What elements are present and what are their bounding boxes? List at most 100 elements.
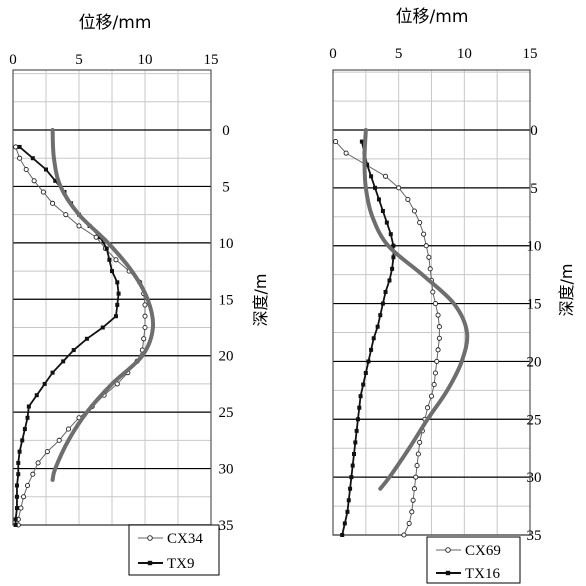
data-point-cx34: [76, 223, 82, 229]
data-point-cx69: [430, 289, 436, 295]
legend-tx16-marker: [445, 570, 451, 576]
data-point-cx34: [142, 302, 148, 308]
data-point-tx9: [115, 280, 120, 285]
y-tick-label: 35: [219, 518, 234, 534]
data-point-tx16: [346, 498, 351, 503]
data-point-tx16: [342, 521, 347, 526]
data-point-tx16: [391, 255, 396, 260]
data-point-tx16: [361, 382, 366, 387]
data-point-cx69: [431, 382, 437, 388]
data-point-tx16: [391, 243, 396, 248]
y-tick-label: 10: [527, 239, 542, 255]
plot-frame: [12, 69, 212, 526]
legend-cx34-marker: [147, 535, 153, 541]
data-point-tx16: [369, 174, 374, 179]
data-point-cx69: [411, 486, 417, 492]
data-point-cx34: [65, 426, 71, 432]
legend-cx69-marker: [445, 547, 451, 553]
data-point-cx69: [436, 324, 442, 330]
data-point-cx69: [343, 150, 349, 156]
data-point-cx69: [423, 243, 429, 249]
data-point-cx69: [414, 463, 420, 469]
data-point-tx9: [110, 269, 114, 274]
data-point-tx16: [373, 185, 378, 190]
data-point-tx16: [355, 417, 360, 422]
data-point-cx69: [434, 358, 440, 364]
data-point-cx34: [23, 166, 29, 173]
y-tick-label: 0: [530, 123, 538, 139]
data-point-tx16: [383, 290, 388, 294]
data-point-tx9: [34, 393, 39, 398]
data-point-tx16: [387, 278, 392, 283]
data-point-tx9: [50, 370, 55, 375]
data-point-tx16: [378, 313, 383, 318]
y-axis-title: 深度/m: [251, 274, 270, 327]
data-point-cx34: [35, 460, 41, 466]
data-point-cx69: [435, 312, 441, 318]
legend-tx9-marker: [147, 560, 153, 566]
y-tick-label: 35: [527, 528, 542, 544]
data-point-tx9: [16, 472, 21, 477]
data-point-tx16: [375, 324, 380, 329]
data-point-cx34: [21, 494, 27, 500]
data-point-tx16: [345, 509, 350, 514]
y-tick-label: 10: [219, 236, 234, 252]
data-point-tx9: [22, 427, 27, 432]
y-tick-label: 0: [222, 123, 230, 139]
data-point-tx16: [358, 394, 363, 399]
data-point-tx9: [115, 302, 120, 307]
data-point-tx16: [384, 220, 389, 225]
data-point-tx9: [71, 348, 76, 353]
data-point-tx9: [14, 506, 19, 511]
data-point-cx34: [114, 381, 120, 387]
data-point-cx69: [333, 139, 339, 145]
data-point-tx16: [340, 533, 345, 537]
data-point-tx9: [100, 325, 105, 330]
data-point-tx9: [13, 517, 18, 522]
data-point-cx69: [427, 266, 433, 272]
chart-left: 位移/mm 0 5 10 15 0 5 10 15 20 25 30 35 深度/m CX34 TX…: [9, 13, 270, 576]
data-point-tx9: [17, 449, 22, 454]
data-point-cx69: [413, 474, 419, 480]
data-point-cx69: [401, 532, 407, 538]
data-point-cx34: [30, 471, 36, 477]
data-point-cx34: [50, 200, 56, 206]
data-point-cx69: [421, 231, 427, 237]
data-point-tx16: [390, 266, 395, 271]
data-point-tx9: [26, 404, 31, 409]
data-point-tx16: [357, 405, 362, 410]
x-axis-title: 位移/mm: [79, 13, 152, 33]
data-point-tx9: [14, 483, 19, 488]
legend: CX34 TX9: [128, 524, 220, 576]
data-point-cx34: [142, 313, 148, 319]
data-point-cx69: [425, 405, 431, 411]
y-tick-label: 15: [219, 292, 234, 308]
data-point-tx16: [349, 475, 354, 480]
data-point-cx69: [382, 173, 389, 179]
data-point-tx9: [20, 438, 25, 443]
data-point-cx69: [435, 347, 441, 353]
x-tick-label: 5: [395, 46, 403, 62]
y-tick-label: 25: [219, 405, 234, 421]
data-point-cx69: [409, 509, 415, 515]
data-point-cx69: [415, 451, 421, 457]
data-point-tx9: [113, 314, 118, 319]
data-point-tx9: [14, 494, 19, 499]
y-axis-title: 深度/m: [557, 264, 576, 317]
x-tick-label: 15: [523, 46, 538, 62]
data-point-tx16: [352, 452, 357, 456]
data-point-cx34: [17, 155, 23, 161]
data-point-cx34: [113, 257, 119, 263]
legend-label-tx16: TX16: [465, 566, 500, 582]
data-point-tx16: [353, 440, 358, 445]
data-point-tx9: [104, 246, 109, 251]
data-point-cx34: [44, 449, 50, 455]
y-tick-label: 30: [527, 470, 542, 486]
data-point-cx34: [56, 437, 62, 443]
data-point-tx16: [380, 209, 385, 213]
data-point-tx16: [366, 359, 371, 364]
plot-frame: [332, 69, 531, 536]
data-point-cx69: [436, 335, 442, 341]
x-tick-label: 5: [75, 52, 83, 68]
